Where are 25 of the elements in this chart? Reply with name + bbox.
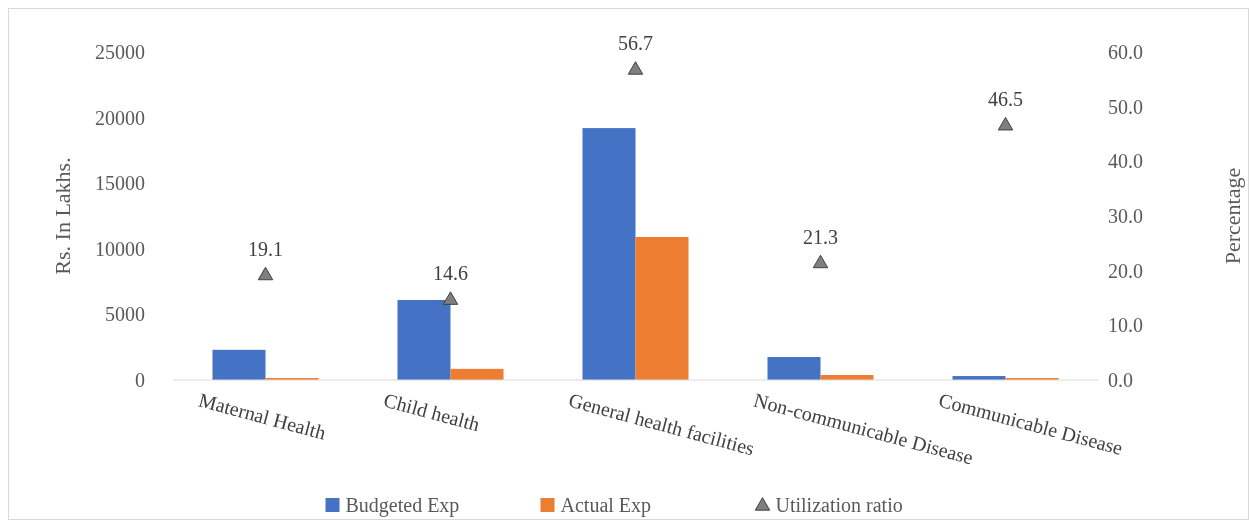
legend-label: Actual Exp — [560, 494, 652, 517]
x-tick-label: Maternal Health — [196, 388, 329, 444]
y-tick-label: 0 — [135, 369, 145, 391]
y-tick-label: 5000 — [105, 303, 145, 326]
y-tick-label: 20000 — [95, 106, 145, 129]
y2-tick-label: 20.0 — [1108, 259, 1143, 282]
legend-label: Utilization ratio — [775, 494, 903, 516]
y-axis-title: Rs. In Lakhs. — [50, 157, 75, 275]
y-tick-label: 10000 — [95, 237, 145, 260]
legend-label: Budgeted Exp — [345, 494, 460, 517]
y2-tick-label: 30.0 — [1108, 205, 1143, 227]
data-label: 21.3 — [803, 225, 838, 248]
x-tick-label: Child health — [381, 388, 483, 436]
y2-axis-title: Percentage — [1220, 167, 1245, 265]
data-label: 19.1 — [248, 237, 283, 260]
y2-tick-label: 0.0 — [1108, 369, 1133, 391]
y2-tick-label: 40.0 — [1108, 150, 1143, 173]
data-label: 56.7 — [618, 32, 653, 55]
y-tick-label: 25000 — [95, 41, 145, 63]
y2-tick-label: 60.0 — [1108, 41, 1143, 63]
data-label: 14.6 — [433, 262, 468, 285]
y2-tick-label: 50.0 — [1108, 95, 1143, 118]
y-tick-label: 15000 — [95, 172, 145, 195]
data-label: 46.5 — [988, 87, 1023, 110]
y2-tick-label: 10.0 — [1108, 314, 1143, 337]
